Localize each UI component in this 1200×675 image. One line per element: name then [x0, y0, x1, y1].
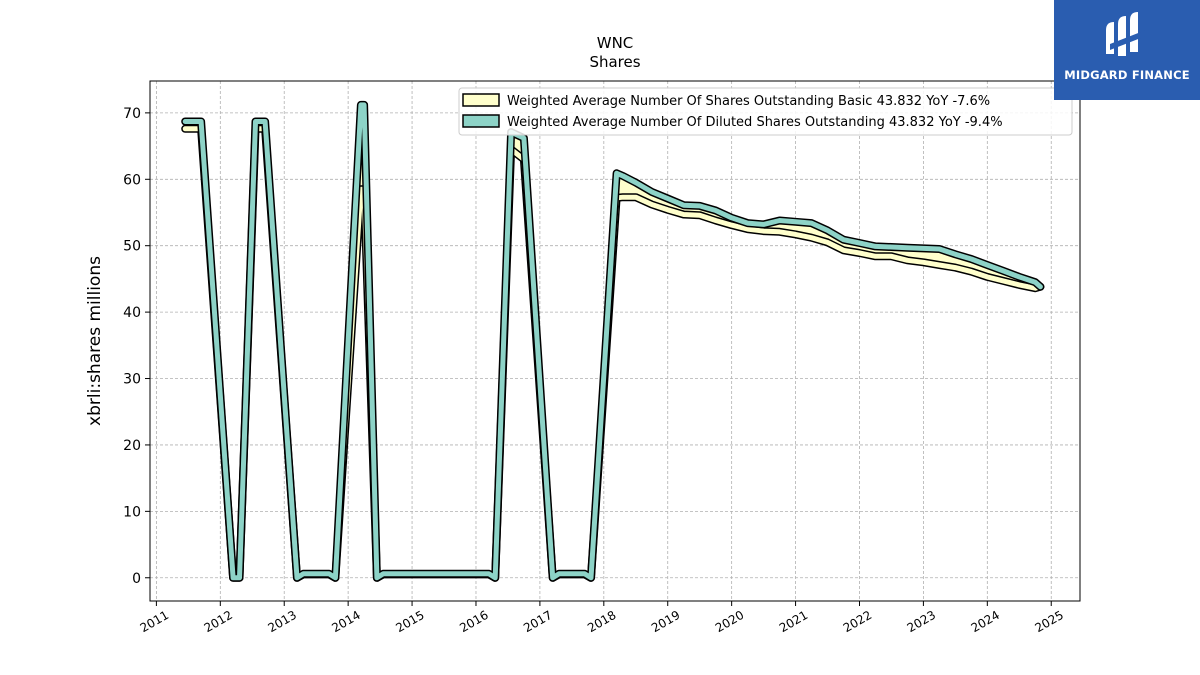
x-tick-label: 2014 [329, 608, 362, 635]
x-tick-label: 2020 [713, 608, 746, 635]
logo-text: MIDGARD FINANCE [1064, 68, 1190, 82]
y-tick-label: 20 [123, 438, 141, 454]
series-lines [181, 100, 1045, 582]
y-tick-label: 10 [123, 504, 141, 520]
y-tick-label: 50 [123, 239, 141, 255]
legend-label-basic: Weighted Average Number Of Shares Outsta… [507, 94, 990, 109]
y-tick-label: 60 [123, 172, 141, 188]
legend-swatch-basic [462, 93, 500, 107]
legend-label-diluted: Weighted Average Number Of Diluted Share… [507, 115, 1003, 130]
legend-box [458, 87, 1073, 136]
x-tick-label: 2012 [202, 608, 235, 635]
x-tick-label: 2023 [905, 608, 938, 635]
legend: Weighted Average Number Of Shares Outsta… [458, 87, 1073, 136]
x-tick-label: 2015 [393, 608, 426, 635]
x-axis: 2011 2012 2013 2014 2015 2016 2017 2018 2019 2020… [138, 601, 1066, 635]
y-tick-label: 0 [132, 571, 141, 587]
chart-subtitle: Shares [589, 53, 640, 71]
midgard-logo-icon [1106, 12, 1146, 56]
chart-title: WNC [597, 34, 634, 52]
y-tick-label: 30 [123, 372, 141, 388]
legend-swatch-diluted [462, 114, 500, 128]
x-tick-label: 2019 [649, 608, 682, 635]
y-axis: 0 10 20 30 40 50 60 70 [123, 106, 150, 587]
midgard-finance-logo: MIDGARD FINANCE [1054, 0, 1200, 100]
diluted-shares-series-outline [181, 100, 1045, 582]
x-tick-label: 2017 [521, 608, 554, 635]
y-tick-label: 70 [123, 106, 141, 122]
x-tick-label: 2018 [585, 608, 618, 635]
x-tick-label: 2024 [969, 608, 1002, 635]
x-tick-label: 2013 [265, 608, 298, 635]
plot-frame [149, 80, 1081, 602]
diluted-shares-series-line [182, 102, 1043, 581]
x-tick-label: 2016 [457, 608, 490, 635]
x-tick-label: 2025 [1033, 608, 1066, 635]
y-axis-label: xbrli:shares millions [85, 256, 105, 426]
x-tick-label: 2021 [777, 608, 810, 635]
x-tick-label: 2011 [138, 608, 171, 635]
y-tick-label: 40 [123, 305, 141, 321]
x-tick-label: 2022 [841, 608, 874, 635]
